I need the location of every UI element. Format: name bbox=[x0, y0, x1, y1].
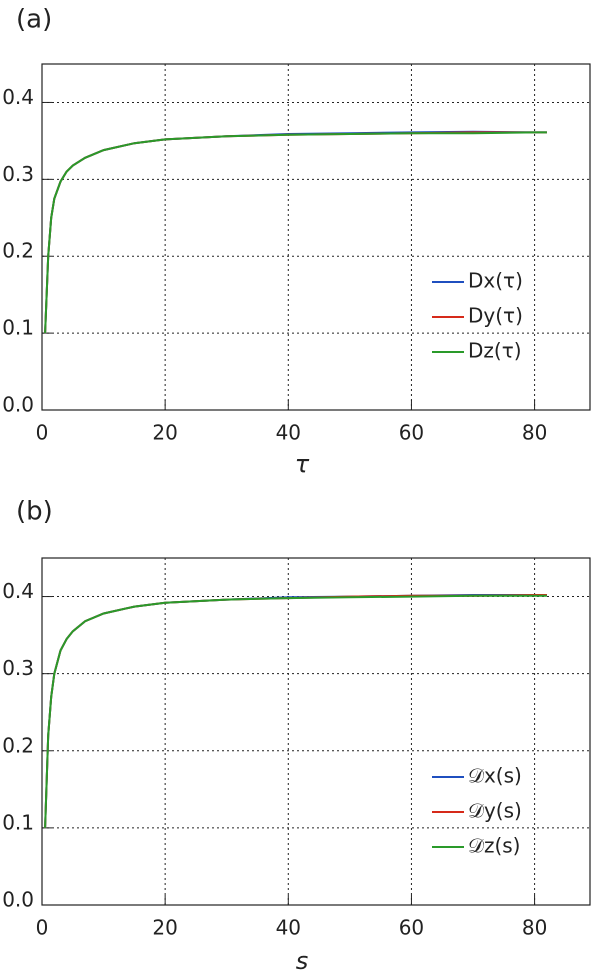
x-tick-label: 0 bbox=[36, 916, 49, 940]
y-tick-label: 0.4 bbox=[2, 85, 34, 109]
y-tick-label: 0.0 bbox=[2, 888, 34, 912]
legend-label: Dy(τ) bbox=[468, 304, 523, 328]
data-line bbox=[44, 131, 547, 334]
x-tick-label: 60 bbox=[399, 916, 424, 940]
x-tick-label: 20 bbox=[152, 916, 177, 940]
data-line bbox=[44, 594, 547, 828]
legend-label: Dz(τ) bbox=[468, 339, 522, 363]
x-tick-label: 80 bbox=[522, 421, 547, 445]
y-tick-label: 0.1 bbox=[2, 810, 34, 834]
legend-label: 𝒟y(s) bbox=[468, 799, 522, 823]
x-tick-label: 40 bbox=[276, 421, 301, 445]
x-axis-label: s bbox=[296, 947, 309, 971]
y-tick-label: 0.3 bbox=[2, 162, 34, 186]
data-line bbox=[44, 594, 547, 828]
y-tick-label: 0.0 bbox=[2, 393, 34, 417]
panel-label: (a) bbox=[16, 5, 52, 35]
x-tick-label: 60 bbox=[399, 421, 424, 445]
plot-frame bbox=[41, 557, 591, 906]
legend-label: 𝒟z(s) bbox=[468, 834, 520, 858]
data-line bbox=[44, 594, 547, 828]
x-tick-label: 20 bbox=[152, 421, 177, 445]
legend-label: 𝒟x(s) bbox=[468, 764, 522, 788]
x-tick-label: 80 bbox=[522, 916, 547, 940]
y-tick-label: 0.1 bbox=[2, 316, 34, 340]
y-tick-label: 0.2 bbox=[2, 239, 34, 263]
x-tick-label: 0 bbox=[36, 421, 49, 445]
y-tick-label: 0.4 bbox=[2, 579, 34, 603]
y-tick-label: 0.2 bbox=[2, 733, 34, 757]
legend-label: Dx(τ) bbox=[468, 269, 523, 293]
x-axis-label: τ bbox=[295, 450, 310, 478]
x-tick-label: 40 bbox=[276, 916, 301, 940]
y-tick-label: 0.3 bbox=[2, 656, 34, 680]
plot-frame bbox=[41, 63, 591, 411]
panel-label: (b) bbox=[16, 497, 53, 527]
